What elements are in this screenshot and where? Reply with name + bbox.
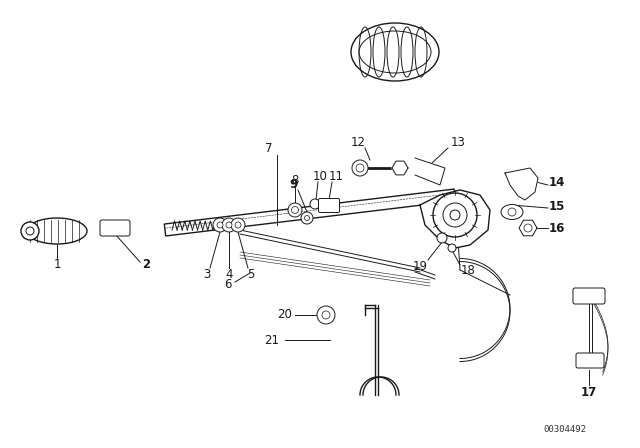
Text: 6: 6 xyxy=(224,279,232,292)
Text: 11: 11 xyxy=(328,171,344,184)
Circle shape xyxy=(317,306,335,324)
FancyBboxPatch shape xyxy=(100,220,130,236)
Circle shape xyxy=(222,218,236,232)
Circle shape xyxy=(524,224,532,232)
Text: 15: 15 xyxy=(549,201,565,214)
Text: 1: 1 xyxy=(53,258,61,271)
Circle shape xyxy=(231,218,245,232)
Circle shape xyxy=(310,199,320,209)
Text: 18: 18 xyxy=(461,263,476,276)
Circle shape xyxy=(226,222,232,228)
Text: 19: 19 xyxy=(413,260,428,273)
Text: 12: 12 xyxy=(351,137,365,150)
Circle shape xyxy=(437,233,447,243)
Circle shape xyxy=(26,227,34,235)
Ellipse shape xyxy=(501,204,523,220)
Circle shape xyxy=(305,215,310,220)
Text: 14: 14 xyxy=(549,177,565,190)
Circle shape xyxy=(508,208,516,216)
Text: 8: 8 xyxy=(291,173,299,186)
Text: 4: 4 xyxy=(225,267,233,280)
Text: 16: 16 xyxy=(549,221,565,234)
Circle shape xyxy=(352,160,368,176)
Polygon shape xyxy=(392,161,408,175)
FancyBboxPatch shape xyxy=(319,198,339,212)
Circle shape xyxy=(301,212,313,224)
Text: 17: 17 xyxy=(581,385,597,399)
Polygon shape xyxy=(420,190,490,248)
Polygon shape xyxy=(519,220,537,236)
Circle shape xyxy=(322,311,330,319)
Circle shape xyxy=(213,218,227,232)
Circle shape xyxy=(291,207,298,214)
Polygon shape xyxy=(505,168,538,200)
Text: 3: 3 xyxy=(204,267,211,280)
Circle shape xyxy=(356,164,364,172)
Circle shape xyxy=(433,193,477,237)
Ellipse shape xyxy=(27,218,87,244)
Polygon shape xyxy=(415,158,445,185)
Text: 21: 21 xyxy=(264,333,280,346)
Text: 7: 7 xyxy=(265,142,273,155)
Text: 2: 2 xyxy=(142,258,150,271)
Circle shape xyxy=(450,210,460,220)
Ellipse shape xyxy=(351,23,439,81)
FancyBboxPatch shape xyxy=(576,353,604,368)
Text: 9: 9 xyxy=(289,177,297,190)
Text: 00304492: 00304492 xyxy=(543,426,586,435)
Circle shape xyxy=(443,203,467,227)
Circle shape xyxy=(217,222,223,228)
Circle shape xyxy=(235,222,241,228)
Text: 10: 10 xyxy=(312,171,328,184)
Polygon shape xyxy=(164,189,456,236)
Text: 13: 13 xyxy=(451,137,465,150)
Text: 20: 20 xyxy=(278,309,292,322)
Circle shape xyxy=(21,222,39,240)
Circle shape xyxy=(288,203,302,217)
Text: 5: 5 xyxy=(247,267,255,280)
Circle shape xyxy=(448,244,456,252)
FancyBboxPatch shape xyxy=(573,288,605,304)
